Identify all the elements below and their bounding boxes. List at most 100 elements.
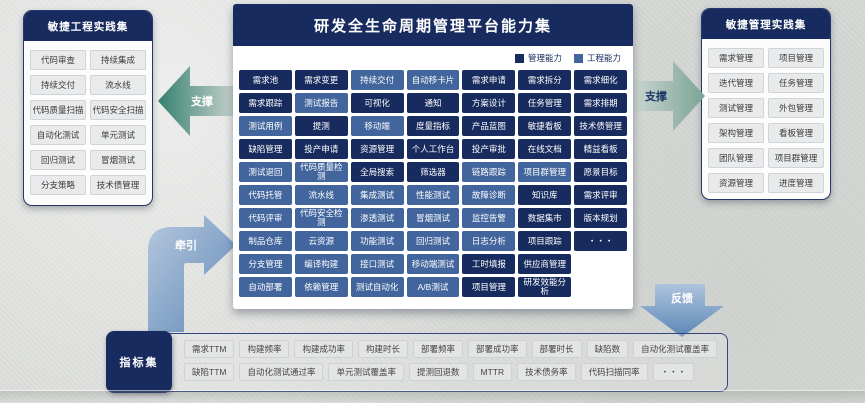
capability-chip: 技术债管理 [574,116,627,136]
pull-arrow-label: 牵引 [175,238,197,252]
feedback-arrow-shape [640,284,724,337]
panel-management-title: 敏捷管理实践集 [702,9,830,39]
ellipsis-chip: ・・・ [652,363,695,381]
capability-chip: 需求变更 [294,70,348,90]
capability-chip: 测试自动化 [350,277,404,297]
management-practice-chip: 迭代管理 [708,73,764,93]
management-practice-chip: 进度管理 [768,173,824,193]
metric-chip: 自动化测试覆盖率 [633,340,718,358]
engineering-practice-chip: 持续集成 [90,50,146,70]
metric-chip: 缺陷数 [586,340,629,358]
management-practice-chip: 架构管理 [708,123,764,143]
legend-item-e: 工程能力 [573,52,621,64]
legend-item-m: 管理能力 [514,52,562,64]
capability-chip: 任务管理 [518,93,572,113]
capability-chip: 需求拆分 [518,70,572,90]
support-arrow-left-label: 支撑 [190,94,213,108]
capability-chip: 测试报告 [294,93,348,113]
capability-chip: 需求跟踪 [239,93,292,113]
capability-chip: 敏捷看板 [518,116,572,136]
capability-chip: 方案设计 [462,93,516,113]
support-arrow-right-shape [633,61,705,131]
capability-chip: 测试用例 [239,116,292,136]
capability-grid: 需求池 需求变更 持续交付 自动移卡片 需求申请 需求拆分 需求细化 需求跟踪 测试报告 可视化通… [233,70,633,303]
management-practice-chip: 看板管理 [768,123,824,143]
metric-chip: 构建成功率 [294,340,353,358]
metrics-panel: 指标集 需求TTM 构建频率 构建成功率 构建时长 部署频率 部署成功率 部署时长 缺陷数 自动… [106,331,728,393]
feedback-arrow: 反馈 [640,284,724,337]
capability-chip: 版本规划 [574,208,627,228]
capability-chip: 依赖管理 [294,277,348,297]
capability-chip: 筛选器 [406,162,460,182]
grid-spacer [574,277,627,297]
engineering-swatch [573,53,583,63]
panel-engineering-practices: 敏捷工程实践集 代码审查 持续集成 持续交付 流水线 代码质量扫描 代码安全扫描 自动化测试… [23,10,153,206]
capability-chip: 冒烟测试 [406,208,460,228]
capability-chip: 研发效能分析 [518,277,572,297]
capability-chip: A/B测试 [406,277,460,297]
ellipsis-chip: ・・・ [574,231,627,251]
engineering-practice-chip: 技术债管理 [90,175,146,195]
engineering-practice-chip: 自动化测试 [30,125,86,145]
metrics-row: 需求TTM 构建频率 构建成功率 构建时长 部署频率 部署成功率 部署时长 缺陷数 自动化测试覆… [184,340,721,358]
capability-chip: 个人工作台 [406,139,460,159]
capability-chip: 供应商管理 [518,254,572,274]
capability-chip: 度量指标 [406,116,460,136]
capability-chip: 集成测试 [350,185,404,205]
panel-management-practices: 敏捷管理实践集 需求管理 项目管理 迭代管理 任务管理 测试管理 外包管理 架构管理 看板管理… [701,8,831,200]
metrics-rows: 需求TTM 构建频率 构建成功率 构建时长 部署频率 部署成功率 部署时长 缺陷数 自动化测试覆… [178,334,727,387]
capability-chip: 提测 [294,116,348,136]
management-practice-chip: 需求管理 [708,48,764,68]
metric-chip: 部署频率 [413,340,464,358]
capability-chip: 流水线 [294,185,348,205]
capability-chip: 功能测试 [350,231,404,251]
feedback-arrow-label: 反馈 [671,291,693,305]
capability-chip: 故障诊断 [462,185,516,205]
capability-chip: 代码质量检测 [294,162,348,182]
capability-chip: 通知 [406,93,460,113]
capability-chip: 缺陷管理 [239,139,292,159]
management-practice-chip: 项目群管理 [768,148,824,168]
support-arrow-left-shape [158,66,234,136]
metric-chip: 提测回退数 [409,363,468,381]
grid-spacer [574,254,627,274]
metric-chip: 缺陷TTM [184,363,235,381]
engineering-practice-chip: 流水线 [90,75,146,95]
capability-chip: 移动端 [350,116,404,136]
capability-chip: 投产审批 [462,139,516,159]
capability-chip: 监控告警 [462,208,516,228]
metric-chip: 自动化测试通过率 [239,363,324,381]
metric-chip: 需求TTM [184,340,235,358]
management-practice-chip: 测试管理 [708,98,764,118]
capability-chip: 需求池 [239,70,292,90]
metric-chip: 代码扫描同率 [580,363,648,381]
metrics-title: 指标集 [106,331,172,393]
engineering-practice-chip: 回归测试 [30,150,86,170]
metric-chip: 构建时长 [358,340,409,358]
support-arrow-right-label: 支撑 [644,89,667,103]
capability-chip: 工时填报 [462,254,516,274]
engineering-practice-chip: 冒烟测试 [90,150,146,170]
capability-chip: 投产申请 [294,139,348,159]
capability-chip: 项目群管理 [518,162,572,182]
management-swatch [514,53,524,63]
metric-chip: MTTR [472,363,513,381]
capability-chip: 云资源 [294,231,348,251]
management-practice-chip: 资源管理 [708,173,764,193]
capability-chip: 自动部署 [239,277,292,297]
capability-chip: 持续交付 [350,70,404,90]
capability-chip: 可视化 [350,93,404,113]
metric-chip: 构建频率 [239,340,290,358]
legend-label-m: 管理能力 [527,53,562,63]
capability-chip: 接口测试 [350,254,404,274]
pull-arrow-shape [148,215,236,332]
capability-chip: 数据集市 [518,208,572,228]
capability-chip: 回归测试 [406,231,460,251]
capability-chip: 需求细化 [574,70,627,90]
legend-label-e: 工程能力 [586,53,621,63]
capability-chip: 需求排期 [574,93,627,113]
capability-chip: 产品蓝图 [462,116,516,136]
metric-chip: 单元测试覆盖率 [328,363,404,381]
pull-arrow: 牵引 [148,215,236,332]
